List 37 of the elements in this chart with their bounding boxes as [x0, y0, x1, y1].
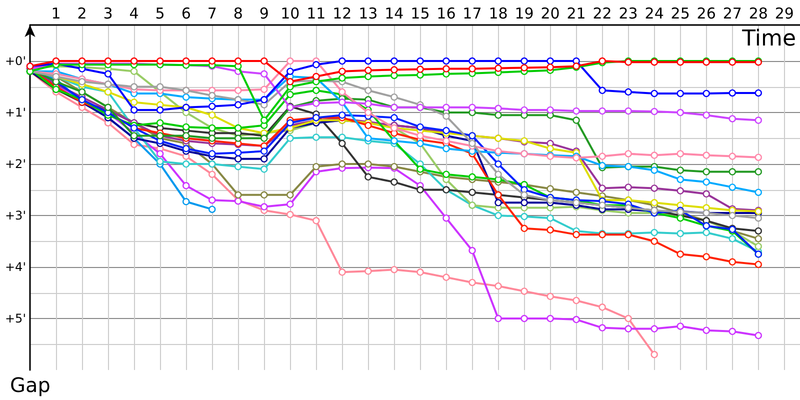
- y-tick-label: +3': [5, 208, 26, 223]
- x-tick-label: 14: [384, 4, 404, 22]
- x-tick-label: 15: [410, 4, 430, 22]
- x-tick-label: 9: [259, 4, 269, 22]
- y-axis-title: Gap: [10, 373, 50, 397]
- x-tick-label: 25: [670, 4, 690, 22]
- x-tick-label: 1: [51, 4, 61, 22]
- x-tick-label: 27: [722, 4, 742, 22]
- x-tick-label: 6: [181, 4, 191, 22]
- x-tick-label: 21: [566, 4, 586, 22]
- x-tick-label: 10: [280, 4, 300, 22]
- x-tick-label: 28: [748, 4, 768, 22]
- x-tick-label: 20: [540, 4, 560, 22]
- x-tick-label: 12: [332, 4, 352, 22]
- x-tick-label: 2: [77, 4, 87, 22]
- x-axis-title: Time: [741, 26, 796, 52]
- x-tick-label: 13: [358, 4, 378, 22]
- x-tick-label: 18: [488, 4, 508, 22]
- x-tick-label: 4: [129, 4, 139, 22]
- y-tick-label: +2': [5, 157, 26, 172]
- x-tick-label: 23: [618, 4, 638, 22]
- x-tick-label: 5: [155, 4, 165, 22]
- y-tick-label: +1': [5, 106, 26, 120]
- x-tick-label: 29: [774, 4, 794, 22]
- x-tick-label: 7: [207, 4, 217, 22]
- x-tick-label: 17: [462, 4, 482, 22]
- x-tick-label: 19: [514, 4, 534, 22]
- x-tick-label: 24: [644, 4, 664, 22]
- y-tick-label: +5': [5, 312, 26, 326]
- x-tick-label: 8: [233, 4, 243, 22]
- y-tick-label: +4': [5, 260, 26, 274]
- x-tick-label: 26: [696, 4, 716, 22]
- x-tick-label: 22: [592, 4, 612, 22]
- x-tick-label: 11: [306, 4, 326, 22]
- y-tick-label: +0': [5, 54, 26, 68]
- x-tick-label: 3: [103, 4, 113, 22]
- x-tick-label: 16: [436, 4, 456, 22]
